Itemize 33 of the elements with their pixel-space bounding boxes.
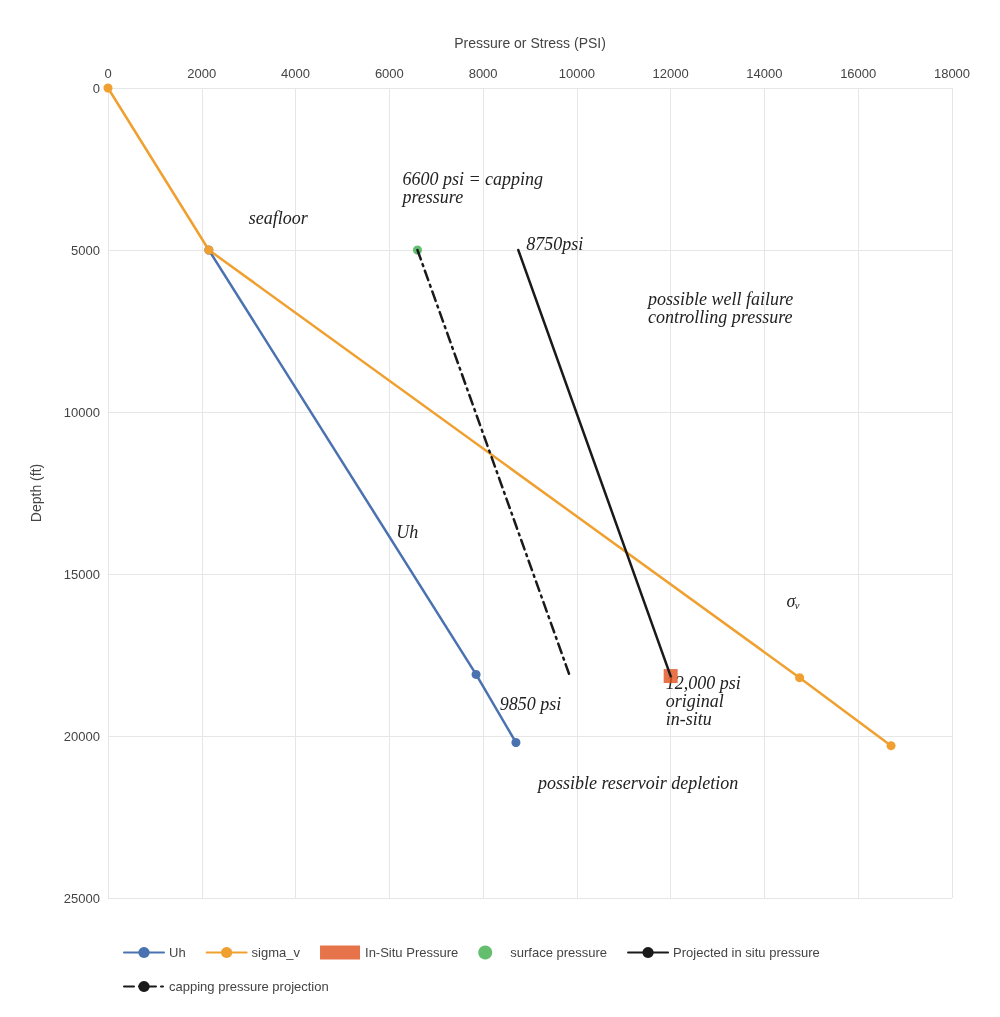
- y-axis-title: Depth (ft): [28, 463, 44, 523]
- annotation: Uh: [396, 521, 419, 542]
- legend-label: capping pressure projection: [169, 979, 329, 994]
- legend-label: In-Situ Pressure: [365, 945, 459, 960]
- y-tick-label: 5000: [71, 242, 100, 258]
- x-tick-label: 12000: [652, 66, 689, 81]
- annotation: 12,000 psi original in-situ: [665, 673, 746, 730]
- annotation: 9850 psi: [499, 694, 562, 715]
- annotation: σᵥ: [786, 590, 801, 611]
- x-tick-label: 4000: [281, 66, 311, 81]
- annotation: possible well failure controlling pressure: [646, 289, 798, 327]
- annotation: seafloor: [248, 208, 309, 228]
- y-tick-label: 0: [92, 80, 100, 96]
- legend-label: Uh: [169, 945, 186, 960]
- x-tick-label: 6000: [374, 66, 404, 81]
- legend-label: sigma_v: [251, 945, 301, 960]
- legend-label: Projected in situ pressure: [673, 945, 820, 960]
- y-tick-label: 20000: [63, 728, 100, 744]
- y-tick-label: 15000: [63, 566, 100, 582]
- x-tick-label: 0: [104, 66, 112, 81]
- x-tick-label: 18000: [933, 66, 971, 81]
- x-tick-label: 10000: [558, 66, 595, 81]
- x-tick-label: 16000: [840, 66, 877, 81]
- x-axis-title: Pressure or Stress (PSI): [454, 35, 606, 51]
- annotation: 6600 psi = capping pressure: [400, 169, 548, 207]
- annotation: possible reservoir depletion: [536, 773, 739, 793]
- y-tick-label: 10000: [63, 404, 100, 420]
- legend-label: surface pressure: [510, 945, 608, 960]
- x-tick-label: 8000: [468, 66, 498, 81]
- x-tick-label: 2000: [187, 66, 217, 81]
- x-tick-label: 14000: [746, 66, 783, 81]
- y-tick-label: 25000: [63, 890, 100, 906]
- annotation: 8750psi: [526, 234, 584, 254]
